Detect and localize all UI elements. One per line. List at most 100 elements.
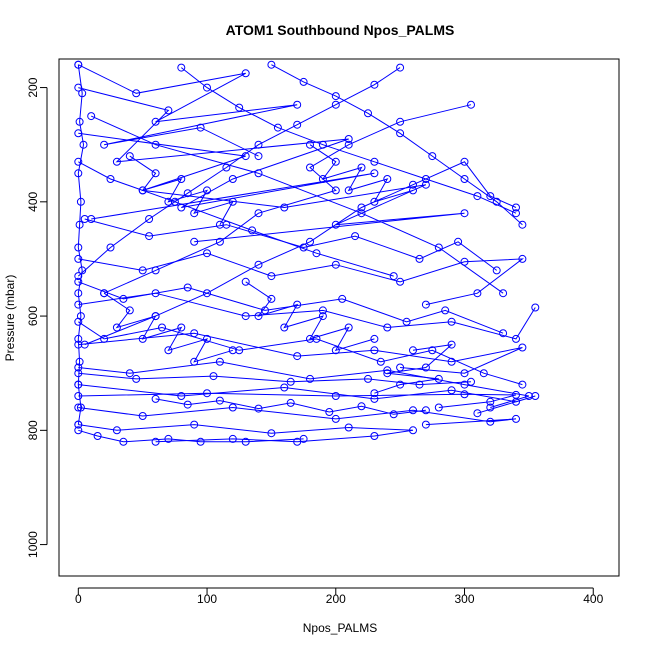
- data-point: [370, 169, 379, 178]
- data-point: [331, 92, 340, 101]
- series-line-3: [78, 132, 465, 243]
- data-point: [241, 312, 250, 321]
- data-point: [222, 163, 231, 172]
- data-point: [370, 157, 379, 166]
- data-point: [78, 89, 87, 98]
- data-point: [479, 369, 488, 378]
- data-point: [286, 398, 295, 407]
- data-point: [100, 289, 109, 298]
- data-point: [396, 63, 405, 72]
- data-point: [351, 232, 360, 241]
- data-point: [293, 300, 302, 309]
- data-point: [331, 260, 340, 269]
- data-point: [306, 374, 314, 383]
- data-point: [203, 83, 211, 92]
- data-point: [132, 374, 141, 383]
- data-point: [370, 197, 379, 206]
- data-point: [396, 117, 405, 126]
- data-point: [460, 209, 469, 218]
- data-point: [151, 140, 160, 149]
- data-point: [74, 420, 83, 429]
- data-point: [364, 374, 372, 383]
- data-point: [112, 323, 121, 332]
- data-point: [467, 377, 475, 386]
- data-point: [74, 300, 83, 309]
- data-point: [100, 140, 109, 149]
- data-point: [325, 408, 334, 416]
- y-axis: 200 400 600 800 1000: [26, 77, 48, 558]
- data-point: [331, 157, 340, 166]
- data-point: [499, 289, 508, 298]
- data-point: [125, 369, 134, 378]
- data-point: [383, 175, 392, 183]
- x-tick-label: 0: [75, 592, 82, 606]
- data-point: [447, 386, 456, 395]
- data-point: [512, 209, 520, 218]
- data-point: [428, 152, 437, 161]
- data-point: [74, 392, 83, 400]
- x-tick-label: 100: [197, 592, 217, 606]
- data-point: [76, 403, 85, 412]
- data-point: [421, 420, 430, 429]
- data-point: [331, 346, 340, 355]
- series-line-10: [78, 384, 536, 414]
- data-point: [415, 254, 424, 263]
- data-point: [383, 366, 392, 375]
- data-point: [132, 89, 141, 98]
- data-point: [80, 215, 89, 223]
- data-point: [112, 426, 121, 435]
- data-point: [331, 414, 340, 423]
- data-point: [434, 374, 443, 383]
- data-point: [190, 357, 199, 366]
- x-tick-label: 200: [326, 592, 346, 606]
- data-point: [357, 402, 366, 411]
- data-point: [531, 392, 540, 400]
- series-line-22: [180, 67, 517, 214]
- data-point: [138, 186, 147, 195]
- data-point: [177, 63, 186, 72]
- data-point: [145, 232, 154, 241]
- data-point: [389, 272, 398, 281]
- data-point: [190, 420, 199, 429]
- data-point: [75, 220, 84, 229]
- data-point: [396, 277, 405, 286]
- data-point: [318, 140, 327, 149]
- data-point: [235, 346, 244, 355]
- data-point: [125, 306, 134, 315]
- series-line-25: [103, 292, 233, 363]
- data-point: [409, 426, 417, 435]
- data-point: [293, 120, 302, 129]
- data-point: [512, 203, 520, 212]
- data-point: [318, 312, 327, 321]
- series-line-24: [77, 64, 85, 425]
- data-point: [196, 437, 205, 446]
- data-point: [119, 294, 128, 303]
- data-point: [151, 437, 160, 446]
- data-point: [473, 289, 482, 298]
- data-point: [428, 346, 437, 355]
- data-point: [364, 109, 372, 118]
- data-point: [512, 334, 520, 343]
- data-point: [203, 289, 211, 298]
- data-point: [74, 243, 83, 252]
- series-line-17: [78, 281, 504, 334]
- data-point: [389, 410, 398, 419]
- data-point: [357, 163, 366, 172]
- data-point: [74, 426, 83, 435]
- data-point: [112, 157, 121, 166]
- data-point: [254, 140, 263, 149]
- data-point: [93, 432, 102, 440]
- data-point: [74, 277, 83, 286]
- data-point: [312, 249, 321, 258]
- data-point: [241, 437, 250, 446]
- y-tick-label: 800: [26, 420, 40, 440]
- data-point: [306, 334, 314, 343]
- data-point: [196, 123, 205, 132]
- data-point: [344, 423, 353, 432]
- data-point: [421, 406, 430, 415]
- series-line-19: [78, 372, 472, 386]
- data-point: [138, 334, 147, 343]
- data-point: [164, 346, 173, 355]
- data-point: [215, 396, 224, 405]
